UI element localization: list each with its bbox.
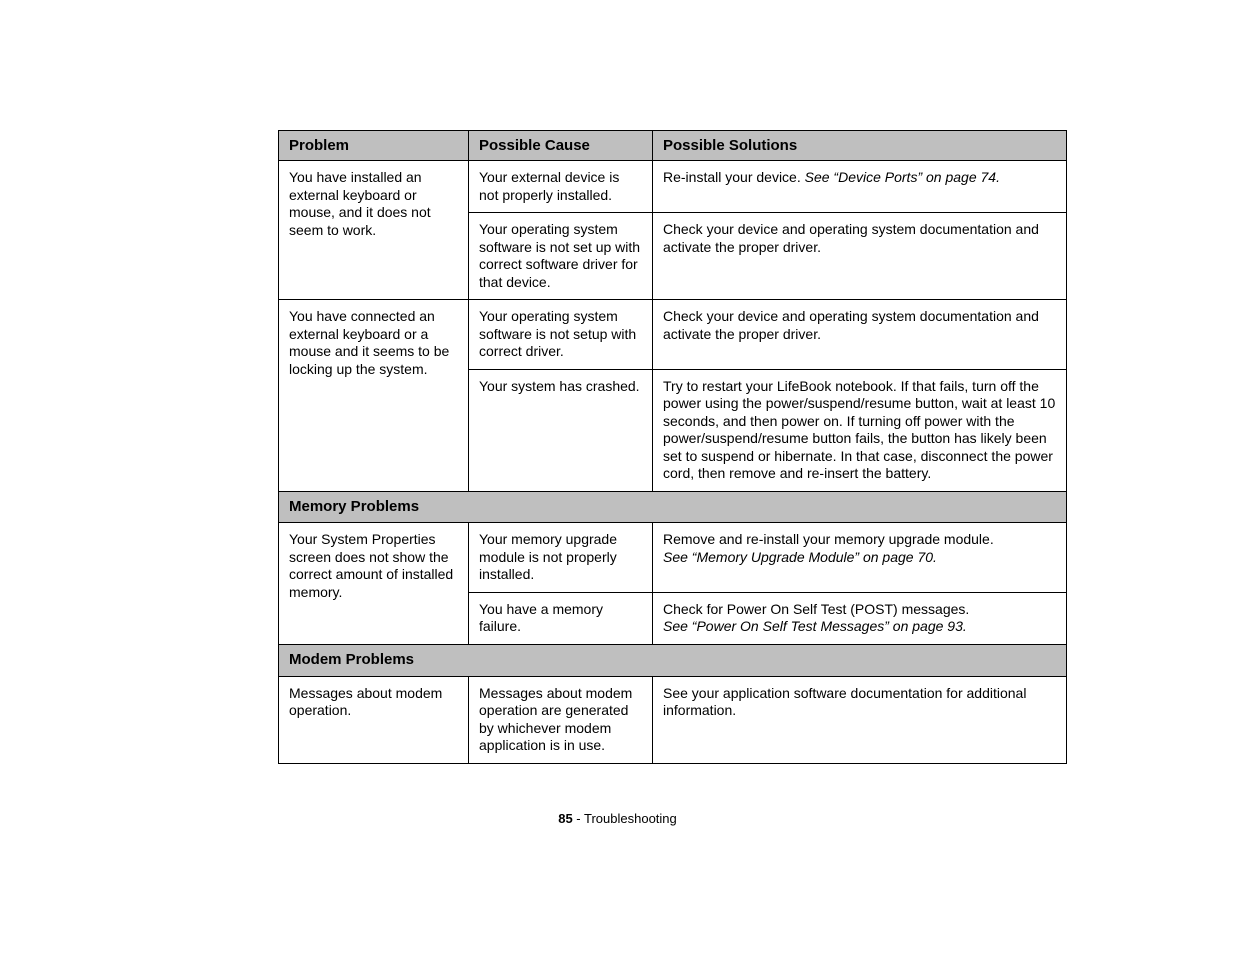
table-row: You have connected an external keyboard … <box>279 300 1067 370</box>
cell-solution: Re-install your device. See “Device Port… <box>653 161 1067 213</box>
footer-title: Troubleshooting <box>584 811 677 826</box>
section-row-memory: Memory Problems <box>279 491 1067 523</box>
cell-solution: Check your device and operating system d… <box>653 213 1067 300</box>
cell-problem: You have installed an external keyboard … <box>279 161 469 300</box>
table-header-row: Problem Possible Cause Possible Solution… <box>279 131 1067 161</box>
troubleshooting-table: Problem Possible Cause Possible Solution… <box>278 130 1067 764</box>
solution-text: Remove and re-install your memory upgrad… <box>663 531 994 547</box>
cell-cause: Messages about modem operation are gener… <box>469 676 653 763</box>
cell-cause: Your memory upgrade module is not proper… <box>469 523 653 593</box>
section-header-memory: Memory Problems <box>279 491 1067 523</box>
cell-cause: Your operating system software is not se… <box>469 213 653 300</box>
page-number: 85 <box>558 811 572 826</box>
solution-text: Check for Power On Self Test (POST) mess… <box>663 601 969 617</box>
solution-text: Re-install your device. <box>663 169 805 185</box>
page-content: Problem Possible Cause Possible Solution… <box>0 0 1235 764</box>
header-problem: Problem <box>279 131 469 161</box>
cell-problem: Your System Properties screen does not s… <box>279 523 469 645</box>
section-header-modem: Modem Problems <box>279 644 1067 676</box>
footer-separator: - <box>573 811 584 826</box>
cell-solution: Check for Power On Self Test (POST) mess… <box>653 592 1067 644</box>
cell-cause: Your operating system software is not se… <box>469 300 653 370</box>
solution-reference: See “Memory Upgrade Module” on page 70. <box>663 549 937 565</box>
section-row-modem: Modem Problems <box>279 644 1067 676</box>
table-row: You have installed an external keyboard … <box>279 161 1067 213</box>
solution-reference: See “Device Ports” on page 74. <box>805 169 1000 185</box>
header-cause: Possible Cause <box>469 131 653 161</box>
header-solutions: Possible Solutions <box>653 131 1067 161</box>
table-row: Messages about modem operation. Messages… <box>279 676 1067 763</box>
cell-solution: See your application software documentat… <box>653 676 1067 763</box>
cell-solution: Remove and re-install your memory upgrad… <box>653 523 1067 593</box>
cell-cause: You have a memory failure. <box>469 592 653 644</box>
cell-solution: Check your device and operating system d… <box>653 300 1067 370</box>
cell-problem: Messages about modem operation. <box>279 676 469 763</box>
cell-cause: Your system has crashed. <box>469 369 653 491</box>
cell-cause: Your external device is not properly ins… <box>469 161 653 213</box>
table-row: Your System Properties screen does not s… <box>279 523 1067 593</box>
cell-solution: Try to restart your LifeBook notebook. I… <box>653 369 1067 491</box>
page-footer: 85 - Troubleshooting <box>0 811 1235 826</box>
cell-problem: You have connected an external keyboard … <box>279 300 469 492</box>
solution-reference: See “Power On Self Test Messages” on pag… <box>663 618 967 634</box>
